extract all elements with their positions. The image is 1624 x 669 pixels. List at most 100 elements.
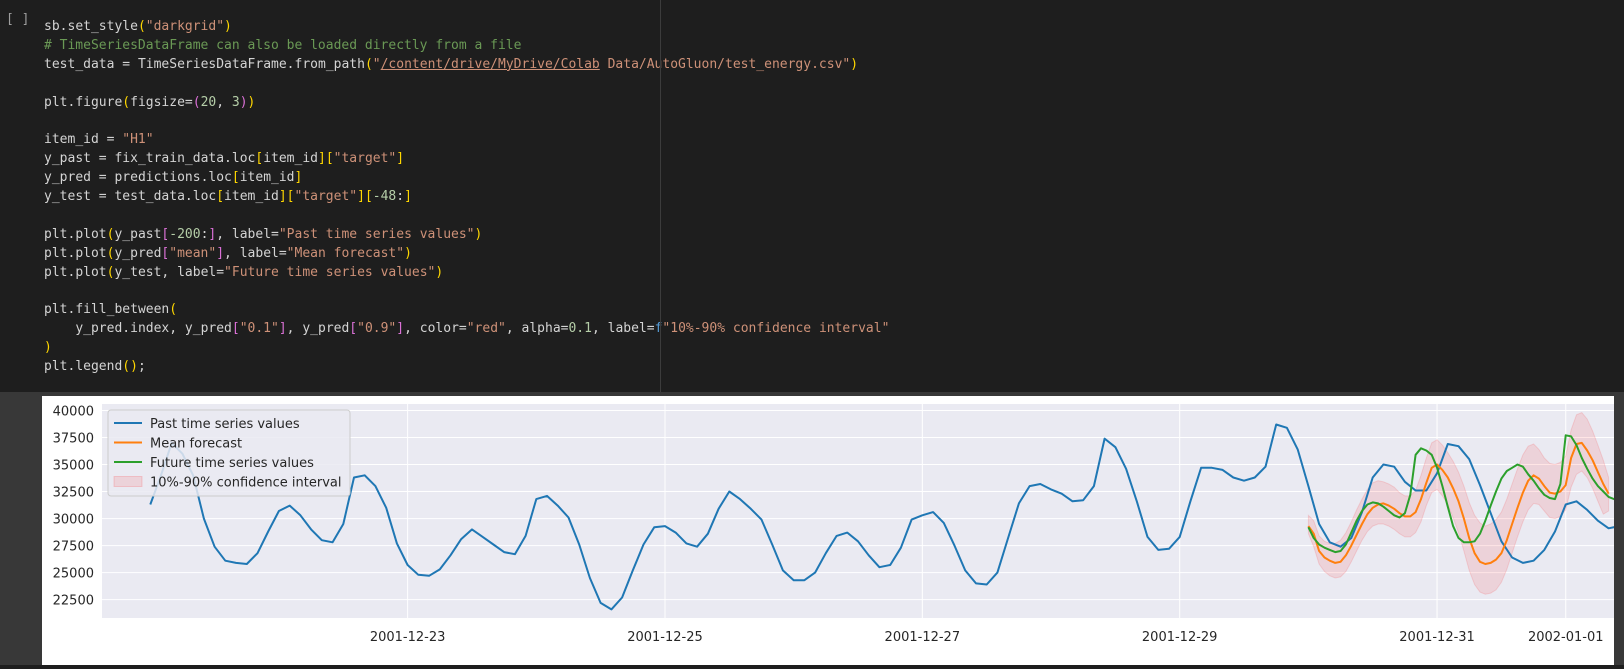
- line-chart: 22500 25000 27500 30000 32500 35000 37500 40000…: [53, 404, 1624, 645]
- code-token: "H1": [122, 132, 154, 148]
- code-token: # TimeSeriesDataFrame can also be loaded…: [44, 37, 522, 53]
- legend-label: 10%-90% confidence interval: [150, 476, 341, 491]
- code-line: [44, 112, 660, 131]
- code-token: "target": [333, 151, 397, 167]
- code-token: "10%-90% confidence interval": [662, 321, 890, 337]
- code-token: plt.legend();: [44, 359, 146, 375]
- code-token: plt.plot(y_pred[: [44, 245, 170, 261]
- code-line: plt.legend();: [44, 358, 660, 377]
- code-token: ][: [278, 189, 295, 205]
- y-tick-label: 32500: [53, 486, 94, 501]
- code-cell[interactable]: [ ] sb.set_style("darkgrid") # TimeSeries…: [0, 0, 1624, 393]
- code-token: ): [404, 245, 412, 261]
- y-tick-label: 35000: [53, 459, 94, 474]
- code-token: 20: [200, 94, 217, 110]
- code-token: plt.plot(y_test, label=: [44, 264, 225, 280]
- code-line: item_id = "H1": [44, 131, 660, 150]
- y-tick-label: 40000: [53, 404, 94, 419]
- legend-label: Past time series values: [150, 417, 300, 432]
- code-token: "Future time series values": [224, 264, 436, 280]
- code-line: [44, 282, 660, 301]
- code-token: sb.set_style(: [44, 19, 146, 34]
- code-token: "Mean forecast": [286, 245, 405, 261]
- code-token: "Past time series values": [278, 226, 475, 242]
- code-token: :], label=: [200, 226, 279, 242]
- y-tick-label: 27500: [53, 540, 94, 555]
- code-token: item_id: [263, 151, 318, 167]
- code-token: ): [850, 56, 859, 72]
- code-token: "mean": [169, 245, 217, 261]
- code-token: -200: [169, 226, 201, 242]
- mean-forecast-line: [1307, 441, 1610, 565]
- code-token: 0.1: [568, 321, 592, 337]
- code-token: ]: [294, 170, 303, 186]
- code-line: plt.plot(y_test, label="Future time seri…: [44, 264, 660, 283]
- y-tick-label: 22500: [53, 594, 94, 609]
- editor-ruler: [660, 0, 661, 392]
- x-tick-label: 2001-12-25: [627, 630, 703, 645]
- code-token: 3: [231, 94, 240, 110]
- code-token: ], color=: [396, 321, 467, 337]
- code-token: )): [239, 94, 256, 110]
- code-line: [44, 75, 660, 94]
- code-token: ][: [357, 189, 373, 205]
- code-token: plt.plot(y_past[: [44, 226, 170, 242]
- code-token: ): [44, 340, 52, 356]
- code-token: y_pred = predictions.loc[: [44, 170, 240, 186]
- code-token: :]: [396, 189, 412, 205]
- code-token: item_id =: [44, 132, 115, 148]
- run-cell-indicator[interactable]: [ ]: [6, 12, 30, 27]
- code-token: ], y_pred[: [278, 321, 358, 337]
- code-line: plt.plot(y_pred["mean"], label="Mean for…: [44, 245, 660, 264]
- code-line: test_data = TimeSeriesDataFrame.from_pat…: [44, 56, 858, 75]
- cell-output: 22500 25000 27500 30000 32500 35000 37500 40000…: [0, 392, 1624, 665]
- legend-box: [107, 409, 351, 497]
- past-time-series-values-line: [149, 423, 1624, 611]
- x-tick-label: 2001-12-27: [885, 630, 961, 645]
- code-line: y_pred.index, y_pred["0.1"], y_pred["0.9…: [44, 320, 889, 339]
- code-line: plt.figure(figsize=(20, 3)): [44, 94, 660, 113]
- code-token: ): [435, 264, 444, 280]
- code-token[interactable]: /content/drive/MyDrive/Colab: [380, 56, 600, 72]
- code-line: y_past = fix_train_data.loc[item_id]["ta…: [44, 150, 660, 169]
- code-token: ": [372, 56, 381, 72]
- code-token: ][: [317, 151, 334, 167]
- code-token: "0.1": [239, 321, 279, 337]
- code-token: Data/AutoGluon/test_energy.csv": [599, 56, 851, 72]
- code-token: "red": [466, 321, 506, 337]
- code-line: plt.plot(y_past[-200:], label="Past time…: [44, 226, 660, 245]
- code-token: item_id: [239, 170, 295, 186]
- legend-label: Mean forecast: [150, 437, 242, 452]
- y-tick-label: 37500: [53, 432, 94, 447]
- code-token: y_pred.index, y_pred[: [75, 321, 240, 337]
- code-token: ,: [216, 94, 225, 110]
- code-token: y_past = fix_train_data.loc[: [44, 151, 264, 167]
- chart-legend: Past time series values Mean forecast Futu…: [107, 409, 351, 497]
- code-token: -48: [372, 189, 397, 205]
- code-token: ], label=: [216, 245, 287, 261]
- x-tick-label: 2001-12-29: [1142, 630, 1218, 645]
- code-token: , label=: [591, 321, 655, 337]
- code-line: ): [44, 339, 660, 358]
- y-tick-label: 30000: [53, 513, 94, 528]
- legend-label: Future time series values: [150, 456, 314, 471]
- code-token: item_id: [224, 189, 279, 205]
- code-token: f: [654, 321, 663, 337]
- code-token: ): [474, 226, 483, 242]
- x-tick-label: 2001-12-23: [370, 630, 446, 645]
- code-line: # TimeSeriesDataFrame can also be loaded…: [44, 37, 660, 56]
- code-token: ]: [396, 151, 405, 167]
- code-token: plt.fill_between(: [44, 302, 178, 318]
- code-line: sb.set_style("darkgrid"): [44, 18, 660, 37]
- code-editor[interactable]: sb.set_style("darkgrid") # TimeSeriesData…: [44, 18, 889, 377]
- future-time-series-values-line: [1307, 434, 1620, 554]
- code-line: [44, 207, 660, 226]
- legend-swatch: [113, 476, 143, 487]
- code-line: y_pred = predictions.loc[item_id]: [44, 169, 660, 188]
- plot-figure: 22500 25000 27500 30000 32500 35000 37500 40000…: [42, 396, 1624, 665]
- x-tick-label: 2001-12-31: [1399, 630, 1475, 645]
- code-token: "target": [294, 189, 358, 205]
- code-token: test_data = TimeSeriesDataFrame.from_pat…: [44, 56, 373, 72]
- code-token: "darkgrid": [145, 19, 225, 34]
- code-line: plt.fill_between(: [44, 301, 660, 320]
